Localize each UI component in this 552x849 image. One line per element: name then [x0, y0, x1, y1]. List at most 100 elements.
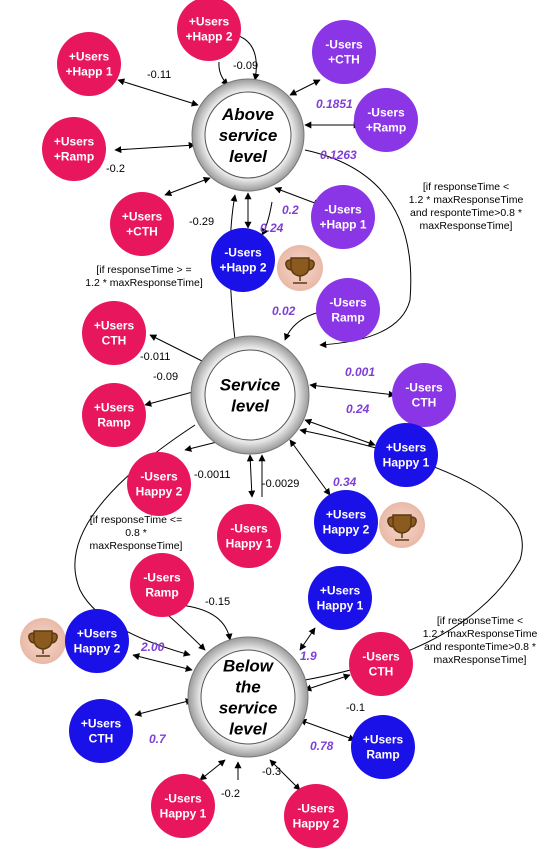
node-plus-users-plus-happ1[interactable]: +Users+Happ 1 — [57, 32, 121, 96]
node-circle — [127, 452, 191, 516]
node-label: +Users — [386, 441, 427, 455]
edge-b-mhappy2 — [269, 759, 301, 791]
state-below-label: Below the service level — [219, 657, 278, 739]
node-label: CTH — [102, 334, 127, 348]
node-label: -Users — [325, 38, 363, 52]
node-circle — [308, 566, 372, 630]
node-label: -Users — [362, 650, 400, 664]
weight-label: -0.11 — [147, 69, 171, 81]
weight-label: 0.2 — [282, 203, 299, 217]
node-circle — [69, 699, 133, 763]
edge-b-cth — [134, 698, 193, 717]
edge-s-happy1 — [304, 418, 376, 447]
node-label: Ramp — [97, 416, 130, 430]
weight-label: 0.1851 — [316, 97, 353, 111]
weight-label: 0.001 — [345, 365, 375, 379]
node-label: Happy 1 — [160, 807, 207, 821]
node-circle — [217, 504, 281, 568]
node-label: -Users — [140, 470, 178, 484]
node-label: +Happ 2 — [185, 30, 232, 44]
node-circle — [177, 0, 241, 61]
node-label: -Users — [329, 296, 367, 310]
node-circle — [57, 32, 121, 96]
node-label: Happy 2 — [74, 642, 121, 656]
node-label: +Users — [69, 50, 110, 64]
node-minus-users-plus-happ1[interactable]: -Users+Happ 1 — [311, 185, 375, 249]
edge-b-happy2 — [132, 653, 193, 672]
trophy-icon — [379, 502, 425, 548]
node-label: +Users — [94, 401, 135, 415]
weight-label: 0.78 — [310, 739, 334, 753]
node-label: +Happ 1 — [65, 65, 112, 79]
node-label: +CTH — [126, 225, 158, 239]
node-label: Happy 1 — [383, 456, 430, 470]
node-circle — [82, 301, 146, 365]
edge-a-ramp — [114, 141, 196, 154]
node-label: Ramp — [331, 311, 364, 325]
node-plus-users-plus-ramp[interactable]: +Users+Ramp — [42, 117, 106, 181]
node-minus-users-plus-happ2[interactable]: -Users+Happ 2 — [211, 228, 275, 292]
node-minus-users-plus-cth[interactable]: -Users+CTH — [312, 20, 376, 84]
weight-label: -0.09 — [233, 60, 258, 72]
state-above[interactable]: Above service level — [191, 78, 305, 192]
edge-a-happ1 — [117, 78, 199, 107]
condition-above-to-service: [if responseTime <1.2 * maxResponseTime a… — [409, 181, 524, 232]
weight-label: -0.2 — [106, 163, 125, 175]
weight-label: -0.15 — [205, 596, 230, 608]
weight-label: -0.0011 — [194, 469, 231, 481]
state-below[interactable]: Below the service level — [187, 636, 309, 758]
node-label: Happy 1 — [226, 537, 273, 551]
node-label: +Users — [54, 135, 95, 149]
weight-label: -0.011 — [140, 351, 170, 363]
node-label: -Users — [367, 106, 405, 120]
edge-s-mcth — [309, 382, 396, 398]
node-label: +Users — [77, 627, 118, 641]
node-plus-users-plus-cth[interactable]: +Users+CTH — [110, 192, 174, 256]
state-service[interactable]: Service level — [190, 335, 310, 455]
node-label: +Users — [81, 717, 122, 731]
node-label: CTH — [89, 732, 114, 746]
node-label: Happy 2 — [136, 485, 183, 499]
edge-a-mhapp2-b — [261, 201, 273, 236]
node-minus-users-plus-ramp[interactable]: -Users+Ramp — [354, 88, 418, 152]
edge-s-mhappy1 — [246, 454, 256, 498]
edge-a-happ2-b — [218, 61, 229, 86]
weights: -0.11 -0.09 0.1851 0.1263 -0.2 -0.29 0.2… — [106, 60, 375, 800]
node-circle — [316, 278, 380, 342]
node-label: +Ramp — [54, 150, 94, 164]
weight-label: 0.02 — [272, 304, 296, 318]
weight-label: -0.3 — [262, 766, 281, 778]
weight-label: -0.1 — [346, 702, 365, 714]
node-circle — [42, 117, 106, 181]
node-label: +CTH — [328, 53, 360, 67]
node-label: Ramp — [366, 748, 399, 762]
node-label: +Users — [122, 210, 163, 224]
node-label: +Users — [363, 733, 404, 747]
node-plus-users-plus-happ2[interactable]: +Users+Happ 2 — [177, 0, 241, 61]
node-label: +Users — [189, 15, 230, 29]
weight-label: -0.0029 — [262, 478, 299, 490]
edge-s-happy2 — [289, 439, 331, 496]
edge-b-mhappy1 — [199, 759, 226, 781]
node-label: Happy 2 — [293, 817, 340, 831]
edge-a-mcth — [289, 79, 321, 96]
node-label: -Users — [324, 203, 362, 217]
node-circle — [82, 383, 146, 447]
edge-b-ramp — [299, 718, 356, 742]
